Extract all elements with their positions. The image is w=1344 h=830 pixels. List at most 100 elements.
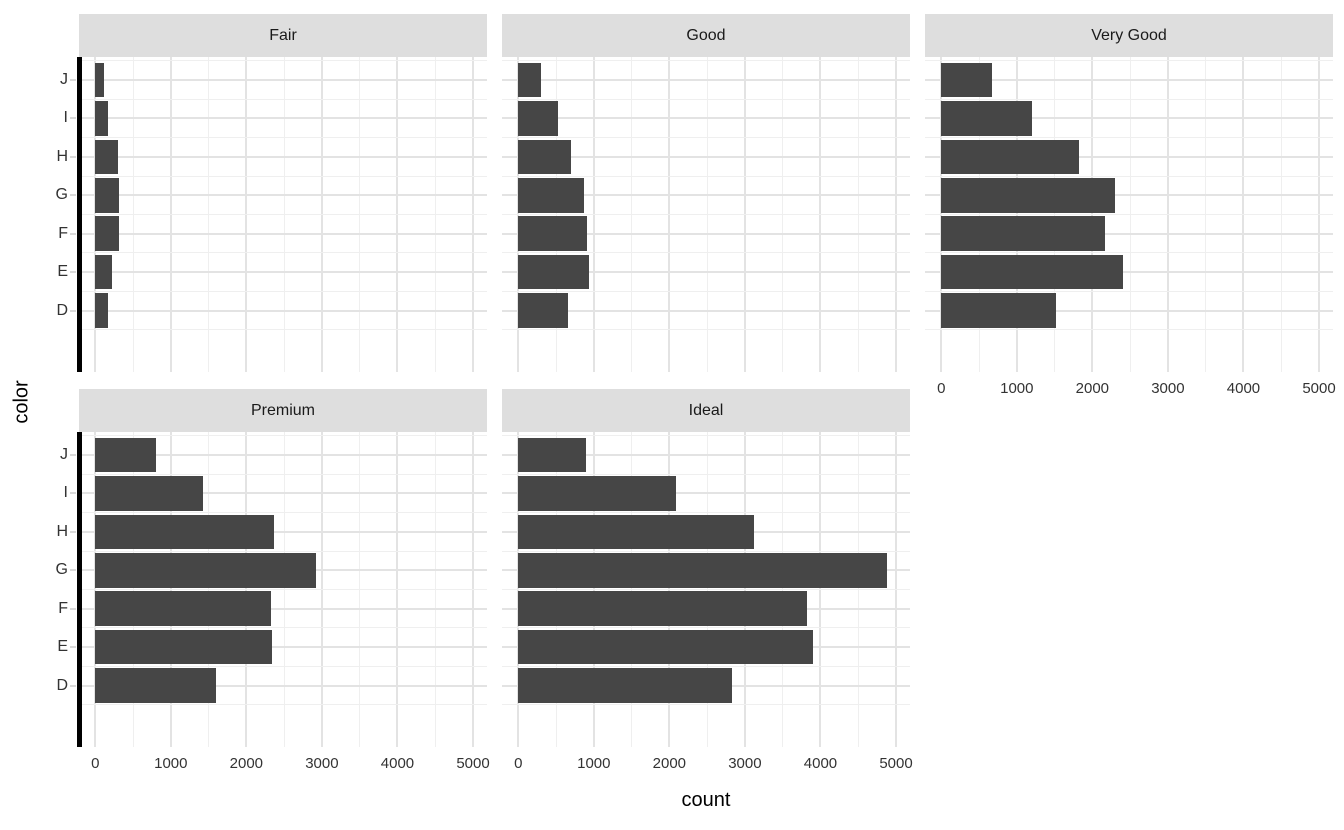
y-tick-label-f: F [58,599,68,617]
y-tick-label-h: H [56,147,68,165]
gridline-minor-horizontal [502,60,910,62]
facet-panel-ideal [502,432,910,747]
bar-good-e [518,254,589,290]
y-tick-mark [70,79,76,82]
gridline-minor-horizontal [502,512,910,514]
bar-ideal-f [518,591,808,626]
gridline-minor-horizontal [79,214,487,215]
y-tick-label-j: J [60,446,68,464]
gridline-minor-horizontal [502,550,910,552]
gridline-major-horizontal [79,79,487,82]
y-tick-mark [70,569,76,572]
facet-strip-fair: Fair [79,14,487,57]
bar-good-h [518,139,572,175]
facet-panel-very-good [925,57,1333,372]
gridline-minor-horizontal [925,175,1333,177]
bar-very-good-h [941,139,1080,175]
gridline-minor-horizontal [79,175,487,177]
gridline-major-horizontal [502,194,910,197]
facet-strip-good: Good [502,14,910,57]
x-tick-label: 5000 [879,755,913,772]
y-tick-label-g: G [55,186,68,204]
gridline-minor-horizontal [502,98,910,100]
y-tick-mark [70,454,76,457]
bar-premium-f [95,591,272,626]
x-tick-label: 1000 [577,755,611,772]
x-tick-label: 4000 [1226,380,1261,397]
bar-ideal-h [518,514,754,550]
gridline-major-horizontal [502,454,910,457]
gridline-major-horizontal [79,232,487,235]
y-tick-label-h: H [56,522,68,540]
x-tick-label: 1000 [1000,380,1034,397]
gridline-minor-horizontal [79,473,487,475]
gridline-major-horizontal [925,309,1333,312]
bar-fair-d [95,293,108,328]
gridline-major-horizontal [79,454,487,457]
gridline-major-horizontal [79,530,487,533]
bar-fair-h [95,139,119,175]
gridline-major-horizontal [79,607,487,610]
facet-strip-label: Very Good [1091,26,1167,44]
bar-ideal-e [518,629,814,665]
y-axis-title: color [10,380,33,424]
gridline-minor-horizontal [502,329,910,331]
gridline-minor-horizontal [502,175,910,177]
x-tick-label: 2000 [1075,380,1110,397]
gridline-major-horizontal [502,232,910,235]
y-tick-label-e: E [57,263,68,281]
gridline-minor-horizontal [502,252,910,254]
y-tick-label-i: I [63,484,68,502]
x-tick-label: 3000 [305,755,339,772]
facet-strip-premium: Premium [79,389,487,432]
gridline-major-horizontal [502,271,910,274]
x-tick-label: 1000 [154,755,188,772]
gridline-major-horizontal [925,117,1333,120]
gridline-minor-horizontal [925,214,1333,215]
gridline-minor-horizontal [502,290,910,292]
y-tick-mark [70,646,76,649]
gridline-minor-horizontal [79,512,487,514]
gridline-major-horizontal [502,117,910,120]
bar-good-d [518,293,569,328]
x-tick-label: 5000 [1302,380,1336,397]
bar-very-good-j [941,62,993,98]
x-tick-label: 4000 [803,755,838,772]
bar-very-good-e [941,254,1123,290]
gridline-minor-horizontal [79,550,487,552]
bar-good-g [518,178,585,213]
gridline-minor-horizontal [925,137,1333,139]
gridline-minor-horizontal [79,589,487,590]
gridline-major-horizontal [79,155,487,158]
bar-very-good-d [941,293,1056,328]
x-tick-label: 0 [937,380,946,397]
gridline-minor-horizontal [925,252,1333,254]
gridline-minor-horizontal [925,60,1333,62]
x-axis-title: count [681,789,731,811]
gridline-minor-horizontal [502,704,910,706]
bar-ideal-g [518,553,888,588]
bar-premium-d [95,668,217,703]
gridline-major-horizontal [502,155,910,158]
gridline-minor-horizontal [79,252,487,254]
y-tick-label-i: I [63,109,68,127]
y-tick-label-g: G [55,561,68,579]
facet-strip-label: Premium [250,401,315,419]
bar-premium-j [95,437,157,473]
gridline-major-horizontal [925,155,1333,158]
gridline-minor-horizontal [502,473,910,475]
y-tick-mark [70,271,76,274]
bar-premium-i [95,476,204,511]
bar-premium-g [95,553,317,588]
x-tick-label: 3000 [728,755,762,772]
bar-ideal-j [518,437,586,473]
gridline-major-horizontal [79,309,487,312]
y-tick-mark [70,607,76,610]
gridline-minor-horizontal [925,98,1333,100]
y-tick-mark [70,684,76,687]
gridline-minor-horizontal [502,665,910,667]
y-tick-mark [70,492,76,495]
x-tick-label: 4000 [380,755,415,772]
y-tick-mark [70,194,76,197]
gridline-minor-horizontal [79,290,487,292]
